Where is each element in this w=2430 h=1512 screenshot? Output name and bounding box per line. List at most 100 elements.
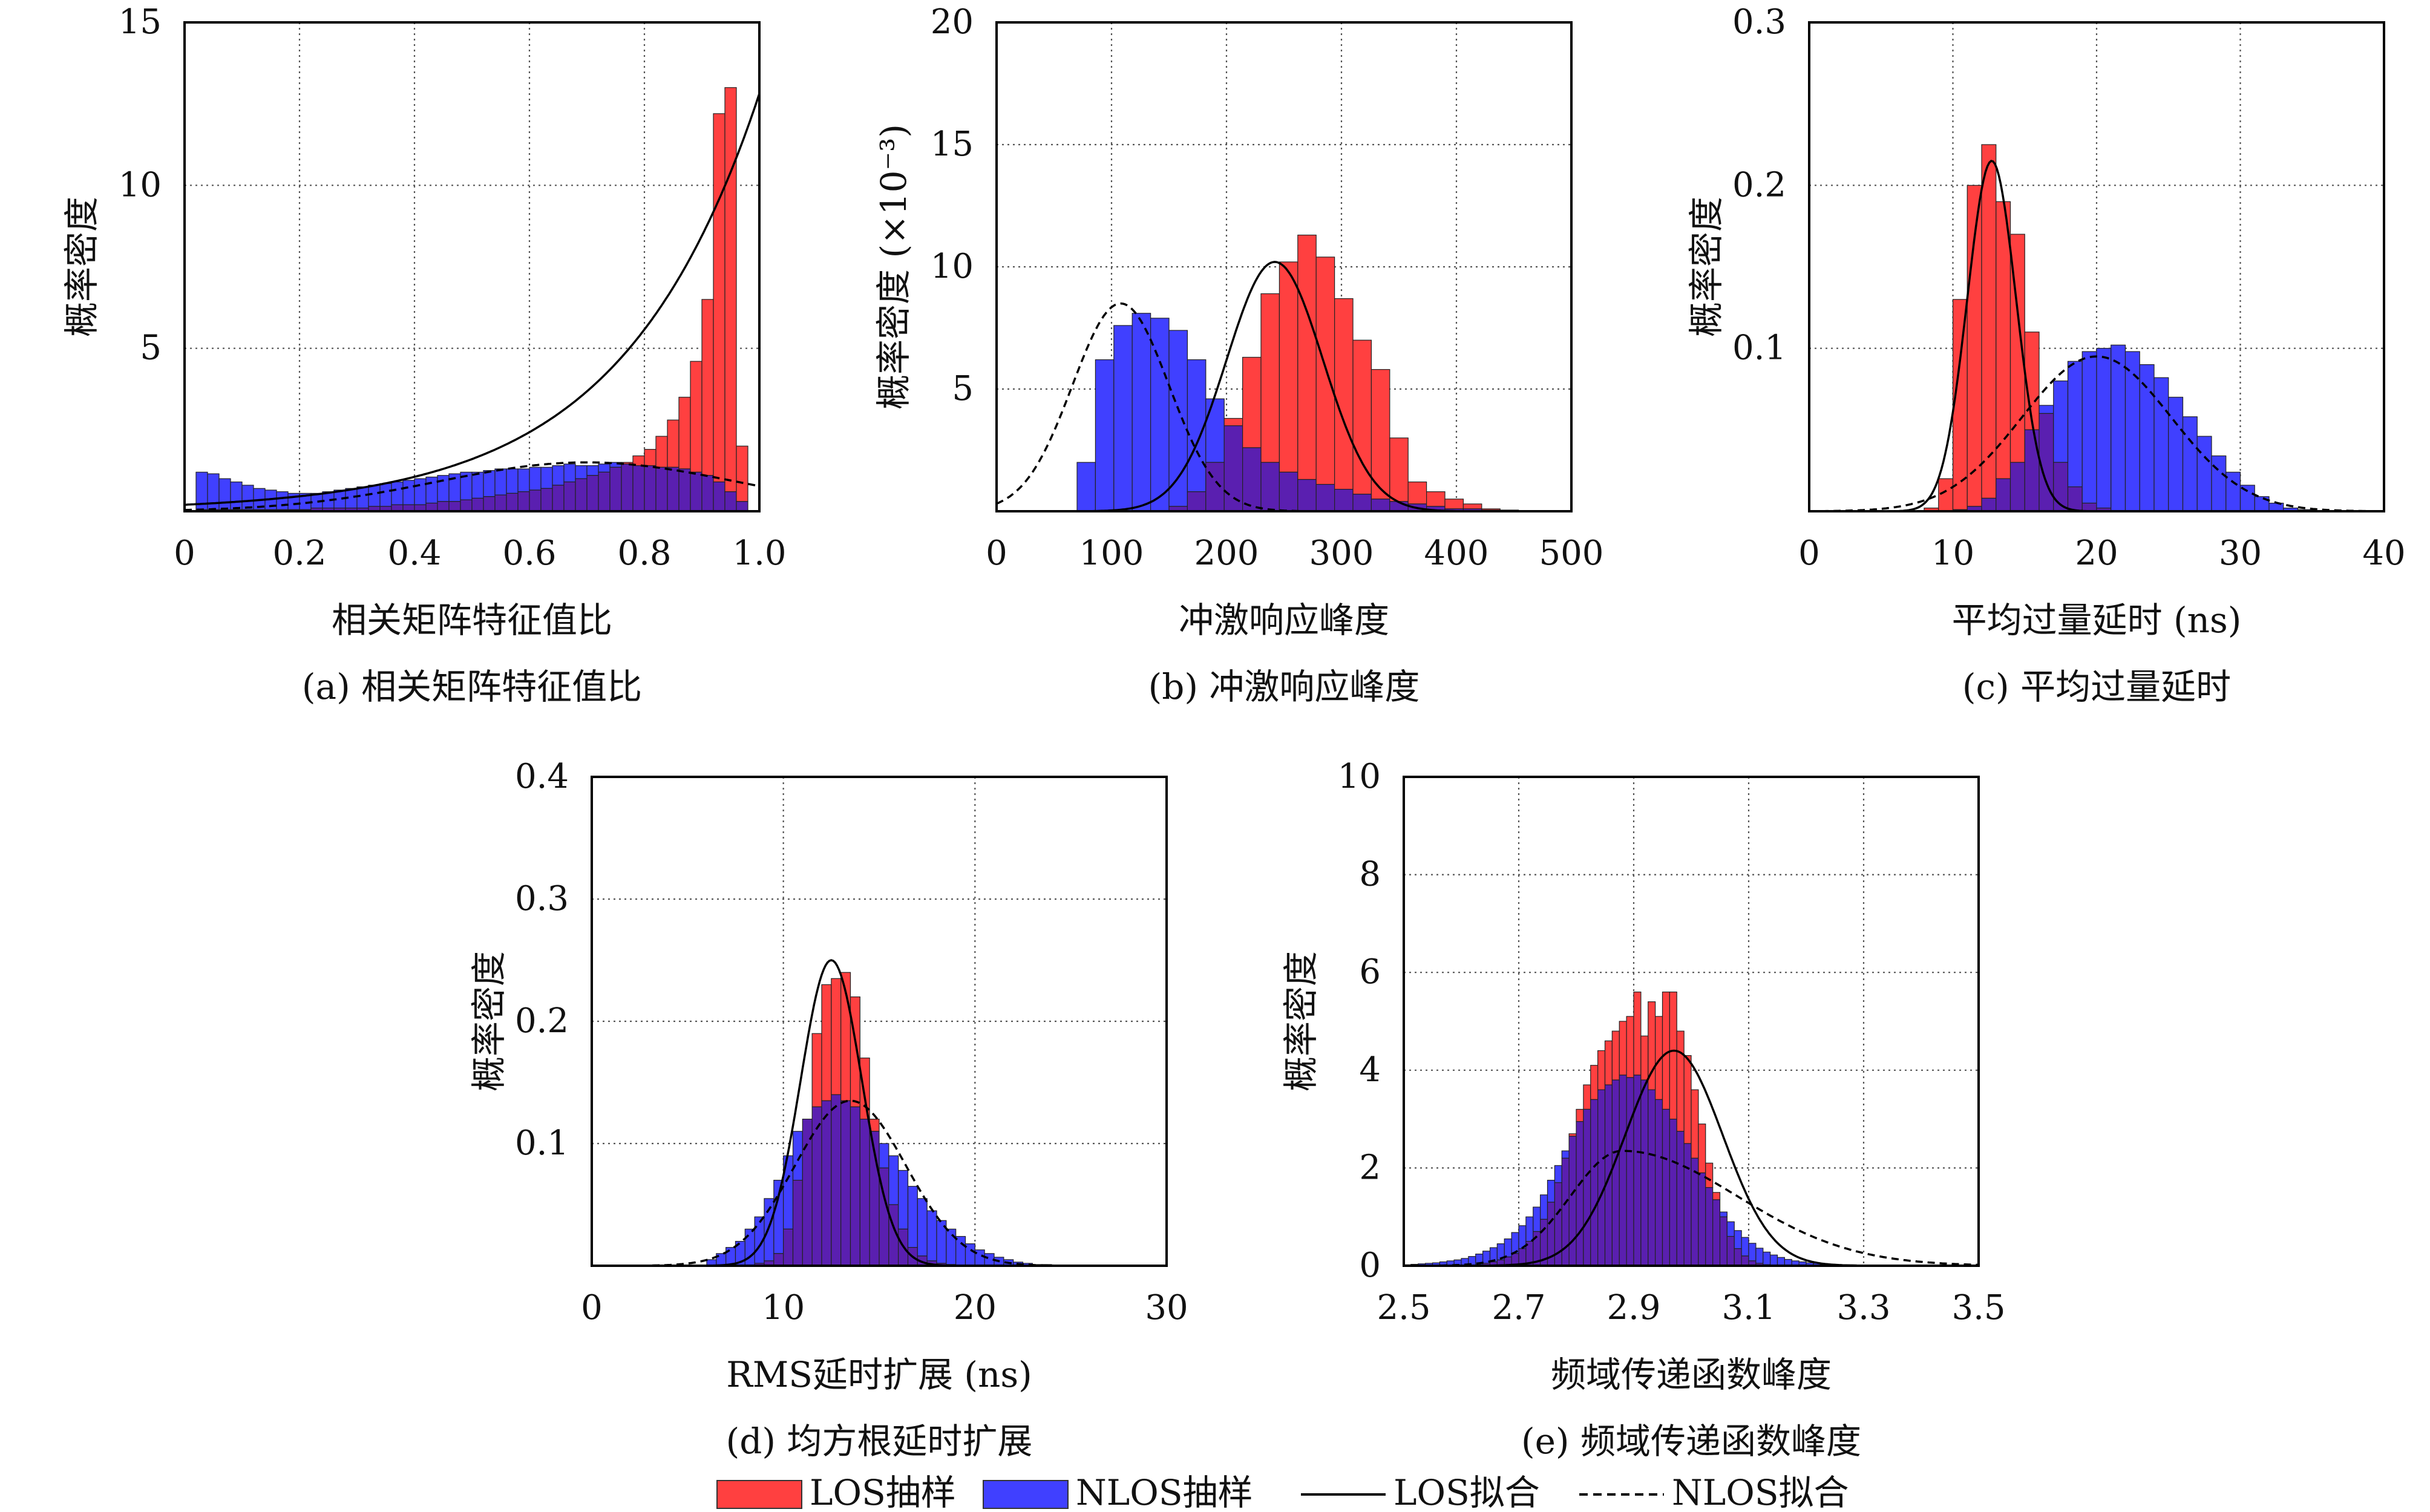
y-tick-label: 0.3 bbox=[1732, 2, 1786, 42]
x-tick-label: 500 bbox=[1539, 534, 1604, 573]
x-tick-label: 30 bbox=[2219, 534, 2262, 573]
plot-frame bbox=[995, 21, 1573, 512]
bar-los bbox=[1334, 298, 1354, 490]
bar-los bbox=[1712, 1192, 1721, 1200]
chart-panel-3: 0 10 20 30 40 0.1 0.2 0.3 平均过量延时 (ns) 概率密度 (c) 平均过… bbox=[1686, 2, 2406, 707]
bar-los bbox=[655, 436, 668, 468]
y-axis-label: 概率密度 bbox=[1686, 197, 1727, 337]
chart-panel-2: 0 100 200 300 400 500 5 10 15 20 冲激响应峰度 概率密度 (×10⁻³… bbox=[873, 2, 1603, 707]
plot-frame bbox=[1808, 21, 2385, 512]
bar-overlap bbox=[736, 501, 748, 512]
x-tick-label: 20 bbox=[2075, 534, 2118, 573]
bar-nlos bbox=[917, 1198, 928, 1257]
legend-swatch-los-sample bbox=[716, 1480, 802, 1509]
bar-los bbox=[1590, 1065, 1599, 1100]
bar-nlos bbox=[471, 471, 484, 499]
chart-panel-4: 0 10 20 30 0.1 0.2 0.3 0.4 RMS延时扩展 (ns) 概率密度 (d) 均… bbox=[468, 757, 1188, 1462]
bar-overlap bbox=[1371, 499, 1390, 512]
y-tick-label: 0.2 bbox=[1732, 165, 1786, 205]
y-axis-label: 概率密度 bbox=[61, 197, 102, 337]
bar-overlap bbox=[1260, 462, 1280, 512]
bar-overlap bbox=[1187, 491, 1207, 512]
bar-overlap bbox=[1683, 1143, 1692, 1266]
plot-frame bbox=[591, 776, 1168, 1267]
y-axis-label: 概率密度 (×10⁻³) bbox=[873, 124, 914, 410]
x-tick-label: 0.8 bbox=[617, 534, 671, 573]
legend-label-nlos-fit: NLOS拟合 bbox=[1672, 1472, 1849, 1512]
panel-caption: (c) 平均过量延时 bbox=[1962, 666, 2231, 707]
bar-overlap bbox=[586, 475, 599, 512]
bar-los bbox=[1619, 1021, 1627, 1076]
bar-nlos bbox=[391, 481, 404, 505]
bar-overlap bbox=[1590, 1099, 1599, 1266]
y-tick-label: 15 bbox=[931, 125, 974, 164]
bar-los bbox=[1698, 1124, 1706, 1174]
y-tick-label: 10 bbox=[931, 247, 974, 286]
bar-nlos bbox=[1168, 330, 1188, 507]
bar-los bbox=[1223, 417, 1243, 427]
bar-overlap bbox=[644, 465, 657, 512]
x-tick-label: 10 bbox=[1931, 534, 1974, 573]
bar-overlap bbox=[792, 1179, 803, 1266]
bar-overlap bbox=[1662, 1108, 1670, 1266]
bar-los bbox=[1583, 1084, 1591, 1110]
bar-los bbox=[724, 87, 737, 493]
bar-overlap bbox=[1597, 1089, 1606, 1266]
panel-caption: (e) 频域传递函数峰度 bbox=[1521, 1421, 1861, 1462]
bar-overlap bbox=[802, 1118, 813, 1266]
bar-nlos bbox=[1131, 313, 1151, 512]
bar-overlap bbox=[1996, 478, 2011, 512]
bar-nlos bbox=[402, 480, 415, 505]
bar-overlap bbox=[1279, 471, 1299, 512]
bar-nlos bbox=[1511, 1232, 1519, 1254]
x-tick-label: 300 bbox=[1309, 534, 1374, 573]
bar-los bbox=[1389, 437, 1409, 502]
bar-nlos bbox=[1525, 1216, 1534, 1242]
y-tick-label: 8 bbox=[1359, 855, 1381, 894]
bar-nlos bbox=[1741, 1237, 1749, 1257]
bar-overlap bbox=[1655, 1099, 1663, 1266]
bar-overlap bbox=[1669, 1118, 1677, 1266]
bar-los bbox=[1279, 261, 1299, 473]
bar-overlap bbox=[1676, 1131, 1685, 1266]
y-tick-label: 5 bbox=[140, 329, 162, 368]
bar-nlos bbox=[2111, 344, 2126, 512]
bar-nlos bbox=[1547, 1179, 1555, 1203]
bar-nlos bbox=[2153, 377, 2169, 512]
y-tick-label: 0 bbox=[1359, 1246, 1381, 1285]
bar-nlos bbox=[2182, 416, 2198, 512]
legend: LOS抽样 NLOS抽样 LOS拟合 NLOS拟合 bbox=[716, 1472, 1849, 1512]
bar-overlap bbox=[713, 481, 725, 512]
bar-los bbox=[1297, 234, 1317, 480]
bar-nlos bbox=[907, 1186, 918, 1248]
bar-nlos bbox=[414, 478, 427, 505]
bar-los bbox=[1407, 481, 1427, 505]
panel-caption: (d) 均方根延时扩展 bbox=[726, 1421, 1033, 1462]
bar-los bbox=[1462, 503, 1482, 509]
bar-nlos bbox=[218, 478, 231, 510]
y-tick-label: 4 bbox=[1359, 1050, 1381, 1090]
bar-overlap bbox=[460, 499, 473, 512]
bar-los bbox=[1242, 356, 1262, 448]
bar-overlap bbox=[506, 493, 519, 512]
bar-los bbox=[1626, 1016, 1634, 1078]
bar-overlap bbox=[1205, 462, 1225, 512]
x-tick-label: 2.5 bbox=[1377, 1288, 1430, 1327]
legend-label-los-fit: LOS拟合 bbox=[1393, 1472, 1540, 1512]
bar-los bbox=[701, 299, 714, 476]
bar-los bbox=[1705, 1162, 1714, 1188]
bar-nlos bbox=[575, 465, 588, 479]
bar-los bbox=[821, 984, 832, 1101]
x-tick-label: 0 bbox=[1798, 534, 1820, 573]
y-axis-label: 概率密度 bbox=[468, 951, 509, 1091]
bar-overlap bbox=[1734, 1248, 1742, 1266]
bar-nlos bbox=[368, 485, 381, 507]
bar-los bbox=[1938, 478, 1954, 512]
y-tick-label: 5 bbox=[952, 369, 974, 408]
bar-overlap bbox=[655, 466, 668, 512]
bar-nlos bbox=[1561, 1150, 1570, 1159]
y-tick-label: 0.3 bbox=[515, 879, 569, 918]
bar-overlap bbox=[811, 1106, 822, 1266]
